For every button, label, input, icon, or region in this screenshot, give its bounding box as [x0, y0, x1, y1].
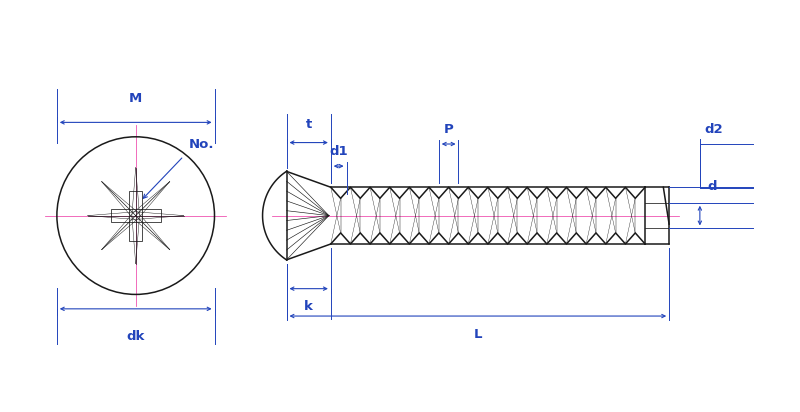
Text: L: L [474, 328, 482, 341]
Text: d1: d1 [330, 145, 348, 159]
Text: M: M [129, 92, 142, 105]
Text: t: t [306, 118, 312, 131]
Text: d: d [707, 180, 717, 193]
Text: k: k [304, 300, 313, 313]
Text: dk: dk [126, 330, 145, 343]
Text: P: P [444, 123, 454, 136]
Text: d2: d2 [705, 123, 723, 136]
Text: No.: No. [189, 138, 214, 151]
